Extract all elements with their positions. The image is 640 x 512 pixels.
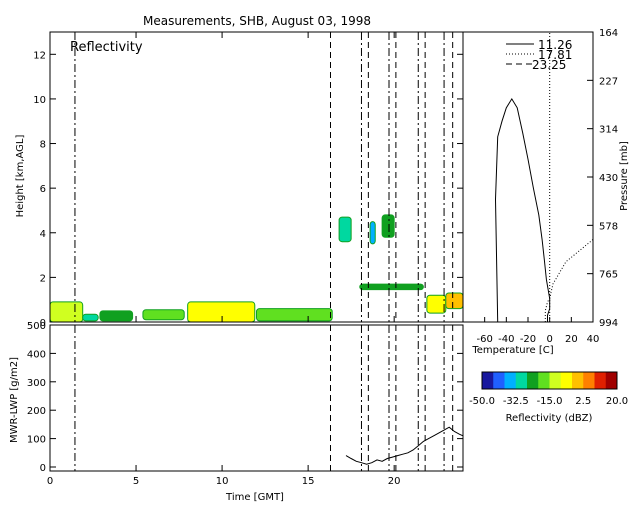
lwp-xtick-label: 15: [302, 476, 315, 487]
sounding-ptick-label: 314: [599, 125, 618, 136]
sounding-frame: [462, 31, 594, 323]
colorbar-label: Reflectivity (dBZ): [506, 413, 593, 424]
colorbar-swatch: [583, 372, 595, 389]
cloud-region-10: [426, 294, 447, 314]
colorbar-swatch: [515, 372, 528, 389]
sounding-ptick-label: 430: [599, 173, 618, 184]
lwp-xtick-label: 20: [388, 476, 401, 487]
sounding-xtick-label: 40: [587, 334, 600, 345]
lwp-ytick-label: 0: [40, 463, 46, 474]
lwp-ylabel: MWR-LWP [g/m2]: [9, 357, 20, 443]
lwp-xlabel: Time [GMT]: [225, 492, 284, 503]
colorbar-frame: [481, 371, 618, 390]
sounding-ticks: -60 -40 -20 0 20 40 164 227 314 430 578 765 994: [476, 28, 618, 345]
colorbar-swatch: [605, 372, 618, 389]
reflectivity-frame: [49, 31, 464, 323]
sounding-ptick-label: 578: [599, 221, 618, 232]
sounding-lines: [494, 32, 594, 323]
legend-label-17.81: 17.81: [538, 48, 572, 62]
lwp-xtick-label: 5: [133, 476, 139, 487]
sounding-ptick-label: 994: [599, 318, 618, 329]
sounding-xtick-label: -40: [498, 334, 514, 345]
colorbar-ticks: -50.0 -32.5 -15.0 2.5 20.0: [469, 396, 628, 407]
reflectivity-ytick-label: 0: [40, 318, 46, 329]
colorbar-swatch: [572, 372, 584, 389]
sounding-xtick-label: 0: [546, 334, 552, 345]
sounding-ptick-label: 227: [599, 76, 618, 87]
colorbar-swatches: [482, 372, 618, 389]
colorbar-swatch: [504, 372, 517, 389]
colorbar-tick-label: 2.5: [575, 396, 591, 407]
sounding-ptick-label: 765: [599, 270, 618, 281]
reflectivity-ytick-label: 6: [40, 184, 46, 195]
sounding-panel: -60 -40 -20 0 20 40 164 227 314 430 578 765 994 Temp…: [462, 28, 630, 356]
colorbar-swatch: [594, 372, 607, 389]
sounding-series-line: [494, 97, 551, 323]
reflectivity-ytick-label: 10: [33, 95, 46, 106]
cloud-region-1: [82, 313, 99, 322]
reflectivity-ylabel: Height [km,AGL]: [15, 135, 26, 218]
reflectivity-ticks: 0 2 4 6 8 10 12: [33, 32, 463, 329]
colorbar-swatch: [493, 372, 505, 389]
cloud-region-3: [142, 309, 185, 321]
reflectivity-ytick-label: 8: [40, 140, 46, 151]
reflectivity-panel: 0 2 4 6 8 10 12 Reflectivity Height [km,AGL]: [15, 31, 464, 329]
sounding-ylabel: Pressure [mb]: [619, 141, 630, 211]
cloud-region-2: [99, 310, 134, 322]
lwp-ytick-label: 200: [27, 406, 46, 417]
sounding-xlabel: Temperature [C]: [471, 345, 553, 356]
sounding-series-line: [544, 239, 594, 322]
cloud-region-7: [369, 221, 376, 245]
sounding-legend: 11.26 17.81 23.25: [506, 38, 572, 72]
lwp-frame: [49, 324, 464, 472]
sounding-xtick-label: -20: [520, 334, 536, 345]
legend-label-23.25: 23.25: [532, 58, 566, 72]
colorbar-tick-label: -50.0: [469, 396, 495, 407]
lwp-xtick-label: 10: [216, 476, 229, 487]
sounding-ptick-label: 164: [599, 28, 618, 39]
colorbar-swatch: [560, 372, 573, 389]
reflectivity-clouds: [49, 214, 464, 323]
reflectivity-ytick-label: 2: [40, 273, 46, 284]
colorbar-tick-label: 20.0: [606, 396, 628, 407]
colorbar-tick-label: -15.0: [537, 396, 563, 407]
reflectivity-ytick-label: 4: [40, 229, 46, 240]
cloud-region-5: [256, 308, 333, 322]
cloud-region-0: [49, 301, 84, 323]
lwp-ytick-label: 500: [27, 321, 46, 332]
cloud-region-8: [381, 214, 395, 238]
figure-title: Measurements, SHB, August 03, 1998: [143, 14, 371, 28]
sounding-xtick-label: 20: [565, 334, 578, 345]
lwp-markers: [74, 325, 454, 471]
sounding-xtick-label: -60: [476, 334, 492, 345]
legend-label-11.26: 11.26: [538, 38, 572, 52]
colorbar-swatch: [538, 372, 550, 389]
cloud-region-6: [338, 216, 352, 243]
lwp-series-line: [345, 426, 464, 465]
colorbar-tick-label: -32.5: [503, 396, 529, 407]
lwp-ytick-label: 400: [27, 349, 46, 360]
colorbar: -50.0 -32.5 -15.0 2.5 20.0 Reflectivity (dBZ…: [469, 371, 628, 424]
colorbar-swatch: [549, 372, 562, 389]
cloud-region-4: [187, 301, 256, 323]
reflectivity-markers: [74, 32, 454, 322]
reflectivity-label: Reflectivity: [70, 40, 143, 55]
colorbar-swatch: [527, 372, 539, 389]
lwp-ytick-label: 300: [27, 378, 46, 389]
cloud-region-11: [445, 292, 464, 310]
cloud-region-9: [359, 283, 424, 291]
lwp-xtick-label: 0: [47, 476, 53, 487]
reflectivity-ytick-label: 12: [33, 50, 46, 61]
colorbar-swatch: [482, 372, 494, 389]
lwp-ytick-label: 100: [27, 435, 46, 446]
